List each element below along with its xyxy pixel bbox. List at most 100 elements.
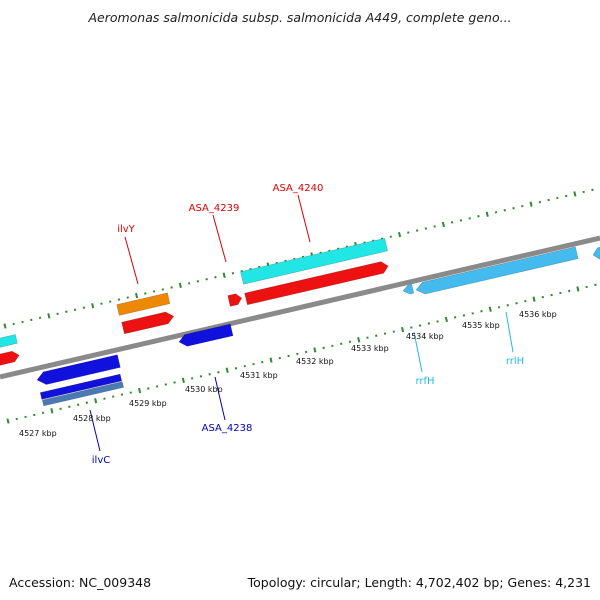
minor-tick-mark (234, 366, 238, 370)
minor-tick-mark (76, 403, 80, 406)
genome-backbone (0, 235, 600, 380)
major-tick-mark (488, 306, 492, 312)
major-tick-mark (576, 286, 580, 292)
gene-label-ilvY: ilvY (117, 224, 135, 235)
minor-tick-mark (322, 346, 325, 350)
minor-tick-mark (450, 221, 454, 224)
minor-tick-mark (556, 196, 559, 200)
major-tick-mark (222, 272, 226, 278)
feature-ilvC-steelblue[interactable] (41, 381, 124, 407)
minor-tick-mark (512, 206, 515, 210)
minor-tick-mark (506, 303, 509, 307)
rrna-right-edge[interactable] (592, 246, 600, 260)
leader-line-ilvY (124, 236, 139, 285)
cds-ilvC[interactable] (39, 373, 123, 400)
major-tick-mark (50, 408, 54, 414)
major-tick-mark (3, 323, 7, 329)
minor-tick-mark (538, 200, 542, 204)
minor-tick-mark (515, 301, 518, 305)
leader-line-rrfH (413, 331, 423, 373)
minor-tick-mark (462, 314, 466, 317)
major-tick-mark (225, 367, 229, 373)
rrna-rrlH[interactable] (415, 246, 579, 295)
minor-tick-mark (564, 194, 568, 198)
major-tick-mark (398, 231, 402, 238)
gene-ASA_4239[interactable] (227, 293, 243, 307)
accession-text: Accession: NC_009348 (9, 575, 152, 590)
gene-label-ASA_4238: ASA_4238 (202, 423, 253, 434)
minor-tick-mark (424, 227, 428, 230)
minor-tick-mark (261, 360, 264, 364)
major-tick-mark (6, 418, 10, 424)
minor-tick-mark (129, 391, 132, 394)
major-tick-mark (135, 292, 139, 299)
rrna-rrfH[interactable] (402, 284, 415, 295)
minor-tick-mark (68, 405, 71, 409)
gene-ilvY[interactable] (116, 292, 171, 316)
gene-arrow-red-left-edge[interactable] (0, 350, 20, 367)
minor-tick-mark (217, 371, 220, 374)
minor-tick-mark (427, 322, 431, 325)
minor-tick-mark (15, 417, 18, 421)
gene-ASA_4240[interactable] (240, 237, 388, 285)
kbp-tick-label: 4532 kbp (296, 357, 334, 366)
minor-tick-mark (591, 188, 594, 192)
major-tick-mark (94, 398, 98, 404)
minor-tick-mark (231, 271, 235, 275)
minor-tick-mark (582, 190, 585, 194)
minor-tick-mark (243, 364, 246, 368)
minor-tick-mark (103, 397, 106, 400)
reverse-strand-tick-track (6, 283, 597, 424)
minor-tick-mark (585, 285, 588, 289)
minor-tick-mark (477, 215, 480, 218)
cds-ilvY[interactable] (121, 311, 175, 335)
leader-line-ASA_4238 (214, 376, 226, 421)
major-tick-mark (313, 347, 317, 353)
kbp-tick-label: 4527 kbp (19, 429, 57, 438)
minor-tick-mark (567, 289, 571, 293)
gene-label-ASA_4240: ASA_4240 (273, 183, 324, 194)
major-tick-mark (485, 211, 489, 217)
gene-ilvC[interactable] (36, 354, 121, 385)
leader-line-rrlH (505, 311, 514, 353)
minor-tick-mark (594, 283, 597, 287)
minor-tick-mark (296, 352, 299, 356)
minor-tick-mark (41, 411, 45, 415)
kbp-tick-label: 4533 kbp (351, 344, 389, 353)
minor-tick-mark (287, 354, 290, 358)
gene-ASA_4238[interactable] (178, 323, 234, 347)
leader-line-ASA_4240 (297, 194, 311, 243)
major-tick-mark (47, 313, 51, 319)
minor-tick-mark (21, 320, 24, 324)
major-tick-mark (401, 326, 405, 333)
major-tick-mark (357, 337, 361, 343)
minor-tick-mark (205, 278, 208, 281)
major-tick-mark (91, 303, 95, 309)
minor-tick-mark (541, 295, 545, 299)
kbp-tick-label: 4536 kbp (519, 310, 557, 319)
gene-label-rrlH: rrlH (506, 356, 524, 367)
gene-label-ilvC: ilvC (92, 455, 110, 466)
gene-arrow-cyan-left-edge[interactable] (0, 334, 18, 350)
leader-line-ilvC (89, 409, 101, 452)
minor-tick-mark (155, 385, 159, 388)
major-tick-mark (178, 282, 182, 289)
minor-tick-mark (459, 219, 463, 222)
minor-tick-mark (126, 296, 129, 299)
kbp-tick-label: 4531 kbp (240, 371, 278, 380)
leader-line-ASA_4239 (212, 214, 227, 263)
cds-ASA_4240[interactable] (244, 261, 389, 306)
minor-tick-mark (73, 308, 77, 311)
minor-tick-mark (348, 340, 352, 344)
major-tick-mark (532, 296, 536, 302)
major-tick-mark (269, 357, 273, 363)
minor-tick-mark (375, 334, 378, 337)
kbp-tick-label: 4528 kbp (73, 414, 111, 423)
minor-tick-mark (24, 415, 27, 419)
kbp-tick-label: 4535 kbp (462, 321, 500, 330)
minor-tick-mark (480, 310, 483, 313)
minor-tick-mark (38, 316, 42, 320)
gene-label-ASA_4239: ASA_4239 (189, 203, 240, 214)
major-tick-mark (444, 316, 448, 323)
kbp-tick-label: 4534 kbp (406, 332, 444, 341)
